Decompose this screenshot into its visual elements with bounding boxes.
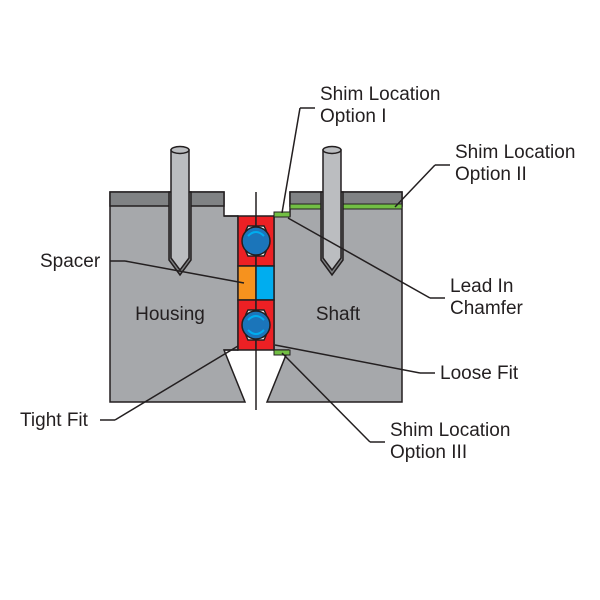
bearing-assembly-diagram: Housing Shaft Shim Location Option I Shi… <box>0 0 600 600</box>
svg-text:Shim Location: Shim Location <box>455 142 575 163</box>
svg-text:Loose Fit: Loose Fit <box>440 363 519 384</box>
svg-text:Shim Location: Shim Location <box>320 84 440 105</box>
shaft-label: Shaft <box>316 304 361 325</box>
svg-text:Tight Fit: Tight Fit <box>20 410 89 431</box>
housing-label: Housing <box>135 304 205 325</box>
svg-text:Spacer: Spacer <box>40 251 101 272</box>
shim-option-3 <box>274 350 290 355</box>
svg-text:Chamfer: Chamfer <box>450 298 524 319</box>
svg-text:Shim Location: Shim Location <box>390 420 510 441</box>
svg-text:Lead In: Lead In <box>450 276 513 297</box>
shim-option-2 <box>290 204 402 209</box>
callout-shim-2: Shim Location Option II <box>395 142 575 207</box>
svg-text:Option I: Option I <box>320 106 387 127</box>
housing-block <box>110 147 245 403</box>
svg-text:Option II: Option II <box>455 164 527 185</box>
svg-text:Option III: Option III <box>390 442 467 463</box>
